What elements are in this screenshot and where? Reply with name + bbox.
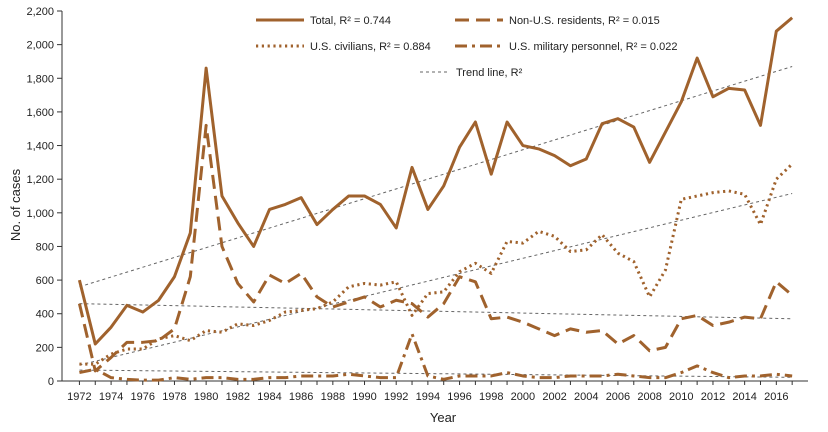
- y-tick-label: 0: [48, 376, 54, 388]
- x-tick-label: 1986: [289, 391, 313, 403]
- x-tick-label: 1972: [67, 391, 91, 403]
- series-line-1: [77, 123, 794, 373]
- x-tick-label: 2010: [669, 391, 693, 403]
- y-tick-label: 600: [36, 275, 54, 287]
- x-tick-label: 1974: [99, 391, 123, 403]
- x-tick-label: 1976: [131, 391, 155, 403]
- series-line-3: [79, 332, 793, 382]
- x-tick-label: 2008: [637, 391, 661, 403]
- y-tick-label: 1,400: [26, 141, 54, 153]
- x-tick-label: 1978: [162, 391, 186, 403]
- y-tick-label: 400: [36, 309, 54, 321]
- y-tick-label: 1,600: [26, 107, 54, 119]
- y-tick-label: 2,000: [26, 40, 54, 52]
- x-tick-label: 1994: [416, 391, 440, 403]
- x-tick-label: 2004: [574, 391, 598, 403]
- y-tick-label: 800: [36, 241, 54, 253]
- x-tick-label: 2012: [701, 391, 725, 403]
- x-tick-label: 2014: [732, 391, 756, 403]
- x-ticks: 1972 1974 1976 1978 1980 1982 1984 1986 1988 1990…: [67, 381, 793, 403]
- series-line-0: [77, 16, 794, 346]
- trend-lines: [79, 66, 793, 378]
- y-tick-label: 1,200: [26, 174, 54, 186]
- x-tick-label: 2002: [542, 391, 566, 403]
- x-tick-label: 2000: [511, 391, 535, 403]
- trend-line: [79, 66, 793, 288]
- x-axis-title: Year: [430, 410, 457, 425]
- legend-label-2: U.S. civilians, R² = 0.884: [310, 41, 431, 53]
- y-tick-label: 1,000: [26, 208, 54, 220]
- x-tick-label: 1980: [194, 391, 218, 403]
- series-lines: [77, 16, 794, 382]
- legend-label-1: Non-U.S. residents, R² = 0.015: [509, 15, 660, 27]
- trend-line: [79, 369, 793, 378]
- series-line-2: [79, 162, 794, 366]
- legend-label-4: Trend line, R²: [456, 67, 523, 79]
- x-tick-label: 1996: [447, 391, 471, 403]
- x-tick-label: 1990: [352, 391, 376, 403]
- x-tick-label: 1982: [226, 391, 250, 403]
- y-ticks: 0 200 400 600 800 1,000 1,200 1,400 1,600 1,800 2,…: [26, 6, 62, 388]
- trend-line: [79, 192, 793, 366]
- x-tick-label: 1988: [321, 391, 345, 403]
- x-tick-label: 1984: [257, 391, 281, 403]
- legend-label-3: U.S. military personnel, R² = 0.022: [509, 41, 677, 53]
- legend: Total, R² = 0.744 Non-U.S. residents, R² …: [256, 15, 677, 79]
- y-tick-label: 1,800: [26, 73, 54, 85]
- y-axis-title: No. of cases: [8, 168, 23, 241]
- legend-label-0: Total, R² = 0.744: [310, 15, 391, 27]
- y-tick-label: 200: [36, 342, 54, 354]
- y-tick-label: 2,200: [26, 6, 54, 18]
- axes: [61, 11, 808, 382]
- x-tick-label: 1992: [384, 391, 408, 403]
- x-tick-label: 2006: [606, 391, 630, 403]
- x-tick-label: 1998: [479, 391, 503, 403]
- x-tick-label: 2016: [764, 391, 788, 403]
